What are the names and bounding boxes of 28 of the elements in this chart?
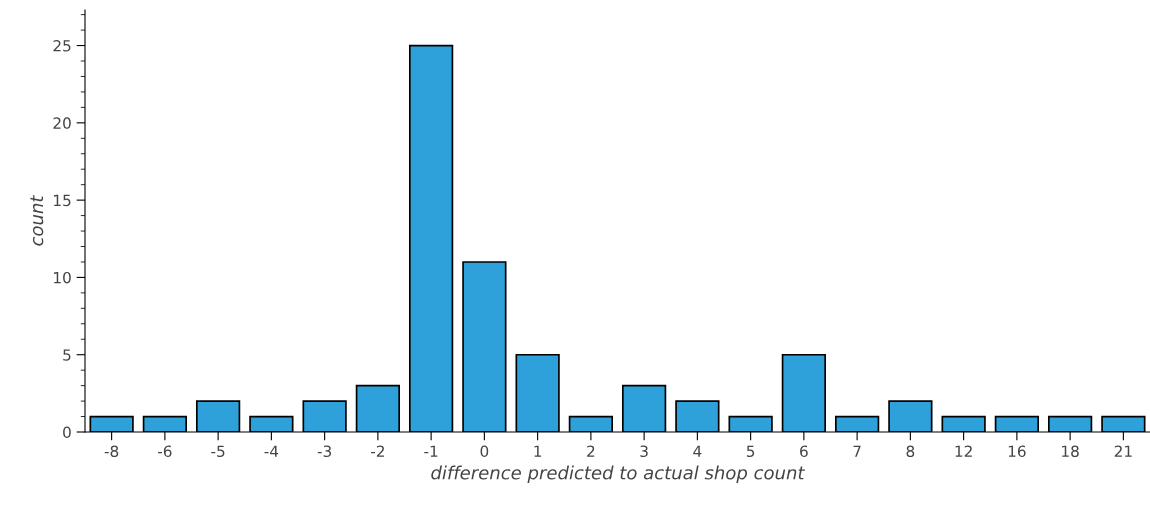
y-axis-title: count [30,194,44,246]
x-tick-label: -1 [424,445,438,457]
y-tick-label: 0 [63,426,71,439]
x-tick-label: 1 [534,445,542,457]
x-tick-label: 4 [693,445,702,457]
y-tick-label: 20 [53,117,71,129]
x-tick-label: 7 [853,445,861,457]
x-tick-label: 12 [955,445,972,457]
x-tick-label: 8 [906,445,915,458]
x-tick-label: 2 [587,445,595,457]
x-tick-label: 16 [1008,445,1026,458]
y-tick-label: 10 [54,271,71,284]
x-tick-label: 3 [640,445,648,458]
x-tick-label: 18 [1062,445,1079,458]
y-tick-label: 5 [63,349,71,361]
x-tick-label: -5 [211,445,225,458]
x-tick-label: -2 [371,445,384,457]
x-tick-label: -8 [104,445,119,458]
x-tick-label: 6 [800,445,808,458]
x-tick-label: -3 [317,445,332,458]
x-tick-label: 0 [480,445,489,458]
x-tick-label: 21 [1114,445,1132,457]
y-tick-label: 15 [54,194,71,207]
x-axis-title: difference predicted to actual shop count [431,465,806,484]
x-tick-label: -4 [264,445,279,457]
x-tick-label: 5 [746,445,755,458]
x-tick-label: -6 [158,445,172,458]
y-tick-label: 25 [53,40,71,52]
